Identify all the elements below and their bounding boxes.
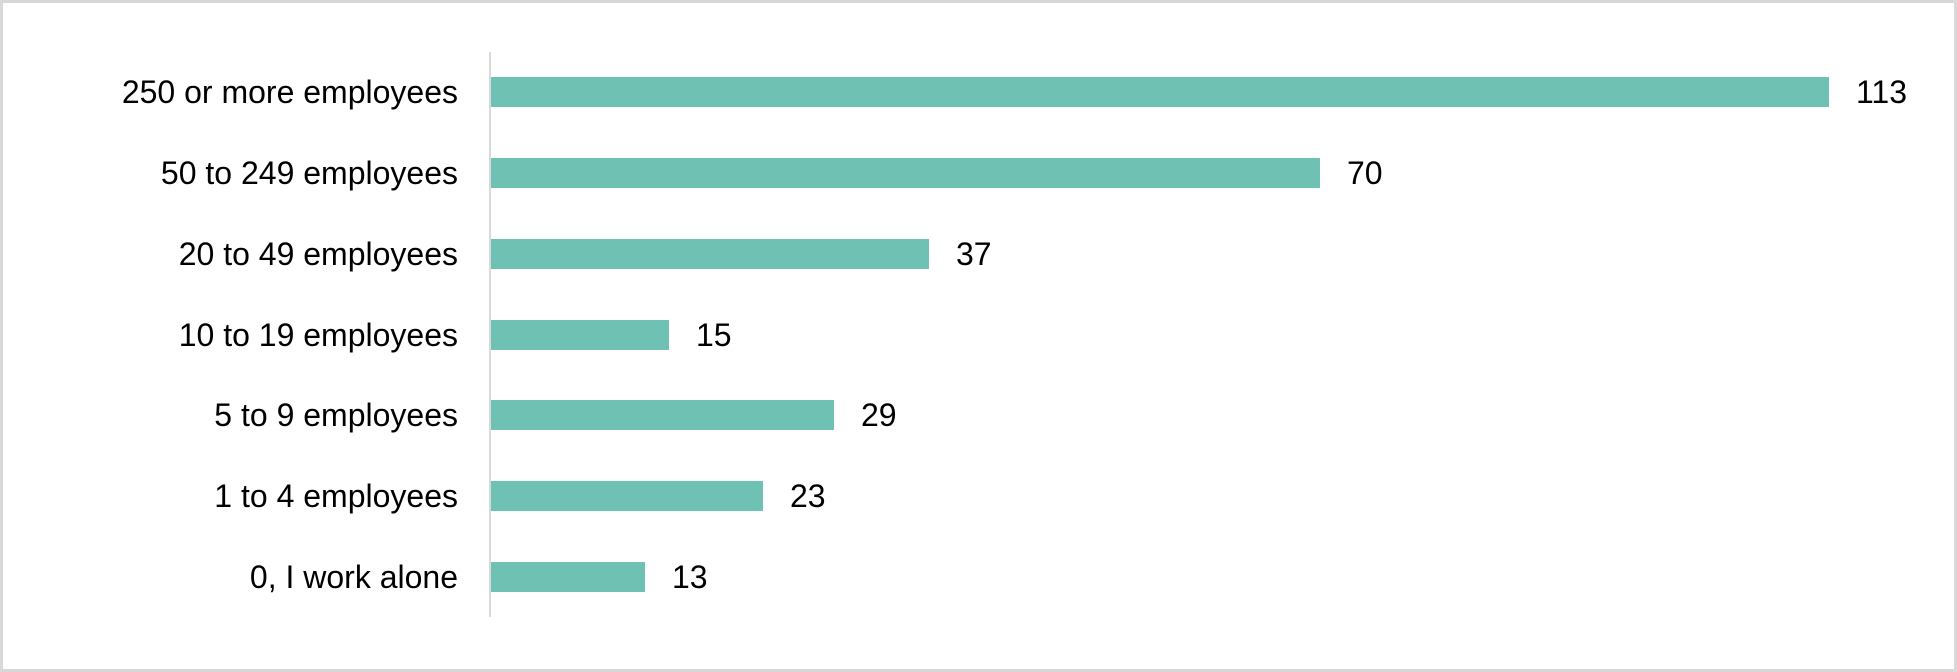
category-label: 5 to 9 employees xyxy=(214,397,458,434)
value-label: 23 xyxy=(790,477,826,514)
bar-row: 10 to 19 employees 15 xyxy=(3,294,1951,375)
category-label: 50 to 249 employees xyxy=(160,155,458,192)
plot-track: 13 xyxy=(489,536,1951,618)
plot-track: 23 xyxy=(489,455,1951,537)
category-label: 10 to 19 employees xyxy=(178,316,458,353)
category-label: 1 to 4 employees xyxy=(214,477,458,514)
category-label: 0, I work alone xyxy=(249,558,458,595)
bar-row: 0, I work alone 13 xyxy=(3,536,1951,618)
bar-row: 50 to 249 employees 70 xyxy=(3,132,1951,214)
value-label: 29 xyxy=(861,397,897,434)
value-label: 70 xyxy=(1347,155,1383,192)
category-label: 250 or more employees xyxy=(121,74,458,111)
bar-row: 250 or more employees 113 xyxy=(3,52,1951,133)
category-label: 20 to 49 employees xyxy=(178,235,458,272)
value-label: 15 xyxy=(696,316,732,353)
plot-track: 70 xyxy=(489,132,1951,214)
bar-row: 5 to 9 employees 29 xyxy=(3,374,1951,456)
bar xyxy=(491,400,834,431)
plot-track: 37 xyxy=(489,213,1951,295)
plot-track: 15 xyxy=(489,294,1951,375)
bar xyxy=(491,238,929,269)
plot-track: 29 xyxy=(489,374,1951,456)
bar xyxy=(491,561,645,592)
plot-track: 113 xyxy=(489,52,1951,133)
bar-row: 1 to 4 employees 23 xyxy=(3,455,1951,537)
bar xyxy=(491,319,669,350)
bar xyxy=(491,77,1829,108)
value-label: 113 xyxy=(1856,74,1908,111)
value-label: 13 xyxy=(672,558,708,595)
bar xyxy=(491,158,1320,189)
bar xyxy=(491,480,763,511)
value-label: 37 xyxy=(956,235,992,272)
bar-row: 20 to 49 employees 37 xyxy=(3,213,1951,295)
bar-chart: 250 or more employees 113 50 to 249 empl… xyxy=(3,52,1951,618)
